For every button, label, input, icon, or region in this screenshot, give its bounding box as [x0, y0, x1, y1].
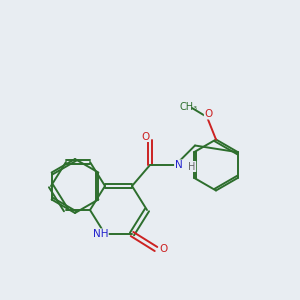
Text: O: O [204, 109, 213, 119]
Text: O: O [159, 244, 168, 254]
Text: NH: NH [93, 229, 108, 239]
Text: O: O [141, 131, 150, 142]
Text: N: N [175, 160, 182, 170]
Text: CH₃: CH₃ [180, 101, 198, 112]
Text: H: H [188, 161, 196, 172]
